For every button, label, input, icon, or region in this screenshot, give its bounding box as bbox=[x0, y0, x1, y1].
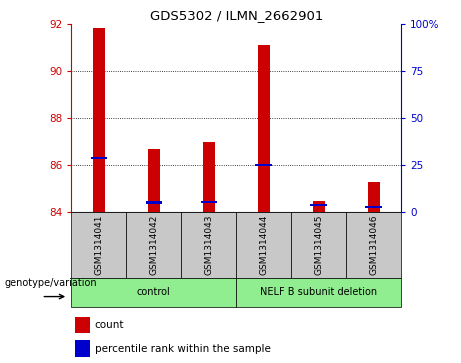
Text: NELF B subunit deletion: NELF B subunit deletion bbox=[260, 287, 377, 297]
Bar bbox=[310, 204, 327, 206]
Bar bbox=[93, 28, 105, 212]
Title: GDS5302 / ILMN_2662901: GDS5302 / ILMN_2662901 bbox=[149, 9, 323, 23]
Bar bbox=[181, 212, 236, 278]
Bar bbox=[75, 340, 89, 357]
Bar bbox=[71, 278, 236, 307]
Text: GSM1314043: GSM1314043 bbox=[204, 215, 213, 275]
Bar bbox=[346, 212, 401, 278]
Text: percentile rank within the sample: percentile rank within the sample bbox=[95, 344, 271, 354]
Text: GSM1314041: GSM1314041 bbox=[95, 215, 103, 275]
Text: control: control bbox=[137, 287, 171, 297]
Text: GSM1314042: GSM1314042 bbox=[149, 215, 159, 275]
Bar bbox=[313, 200, 325, 212]
Bar bbox=[291, 212, 346, 278]
Bar bbox=[146, 201, 162, 204]
Bar bbox=[236, 212, 291, 278]
Text: genotype/variation: genotype/variation bbox=[5, 278, 97, 288]
Bar bbox=[258, 45, 270, 212]
Bar bbox=[91, 157, 107, 159]
Text: GSM1314046: GSM1314046 bbox=[369, 215, 378, 275]
Bar bbox=[71, 212, 126, 278]
Bar bbox=[236, 278, 401, 307]
Bar bbox=[148, 148, 160, 212]
Bar bbox=[201, 201, 217, 203]
Text: count: count bbox=[95, 320, 124, 330]
Text: GSM1314045: GSM1314045 bbox=[314, 215, 323, 275]
Text: GSM1314044: GSM1314044 bbox=[259, 215, 268, 275]
Bar bbox=[75, 317, 89, 333]
Bar bbox=[255, 164, 272, 166]
Bar bbox=[366, 206, 382, 208]
Bar bbox=[126, 212, 181, 278]
Bar bbox=[367, 182, 380, 212]
Bar bbox=[203, 142, 215, 212]
